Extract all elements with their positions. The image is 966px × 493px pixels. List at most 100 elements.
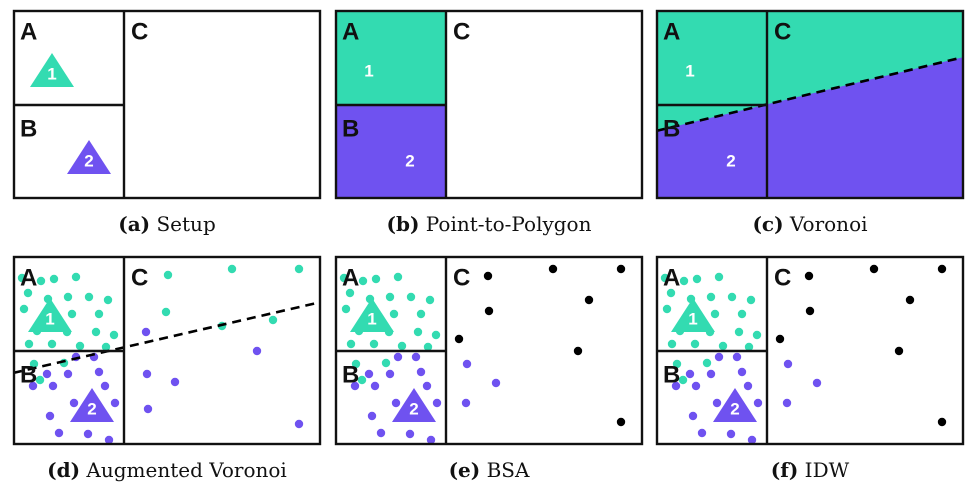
sample-point-purple (405, 429, 415, 439)
sample-point-black (775, 334, 785, 344)
sample-point-teal (161, 307, 171, 317)
region-c-label: C (774, 18, 791, 45)
point-1-triangle (28, 298, 72, 332)
sample-point-black (894, 346, 904, 356)
sample-point-purple (104, 435, 114, 445)
region-b-label: B (20, 115, 37, 142)
sample-point-purple (142, 369, 152, 379)
panel-border (334, 9, 644, 200)
region-a-label: A (20, 264, 37, 291)
sample-point-teal (35, 375, 45, 385)
voronoi-boundary (656, 55, 964, 133)
region-b-label: B (342, 361, 359, 388)
sample-point-purple (416, 367, 426, 377)
sample-point-teal (23, 288, 33, 298)
voronoi-boundary (13, 300, 321, 375)
sample-point-purple (28, 381, 38, 391)
sample-point-black (548, 264, 558, 274)
panel-content: 1 2 A B C (656, 10, 964, 199)
sample-point-purple (54, 428, 64, 438)
sample-point-teal (227, 264, 237, 274)
sample-point-teal (47, 339, 57, 349)
sample-point-black (805, 306, 815, 316)
sample-point-teal (63, 292, 73, 302)
point-1-label: 1 (364, 61, 373, 80)
sample-point-teal (385, 292, 395, 302)
point-1-label: 1 (45, 309, 54, 328)
sample-point-purple (69, 398, 79, 408)
sample-point-black (584, 295, 594, 305)
caption-letter: (c) (752, 212, 783, 236)
sample-point-teal (294, 264, 304, 274)
panel-content: 1 2 A B C (656, 256, 964, 445)
sample-point-purple (726, 429, 736, 439)
sample-point-teal (425, 295, 435, 305)
point-2-triangle (67, 140, 111, 174)
point-2-label: 2 (730, 399, 739, 418)
sample-point-purple (782, 398, 792, 408)
sample-point-teal (163, 270, 173, 280)
sample-point-teal (345, 288, 355, 298)
sample-point-teal (744, 342, 754, 352)
caption-letter: (e) (449, 458, 481, 482)
sample-point-purple (252, 346, 262, 356)
point-1-label: 1 (688, 309, 697, 328)
panel-d: 1 2 A B C (12, 255, 322, 446)
point-2-triangle (392, 388, 436, 422)
point-1-triangle (30, 53, 74, 87)
sample-point-purple (48, 381, 58, 391)
sample-point-teal (679, 276, 689, 286)
point-2-label: 2 (87, 399, 96, 418)
sample-point-teal (397, 341, 407, 351)
sample-point-purple (743, 381, 753, 391)
sample-point-teal (727, 292, 737, 302)
region-a-label: A (342, 264, 359, 291)
panel-caption: (a) Setup (118, 212, 216, 236)
sample-point-teal (381, 358, 391, 368)
sample-point-purple (45, 411, 55, 421)
sample-point-purple (422, 381, 432, 391)
sample-point-purple (697, 428, 707, 438)
sample-point-teal (690, 339, 700, 349)
panel-border (334, 255, 644, 446)
sample-point-teal (357, 375, 367, 385)
voronoi-cell-2 (656, 57, 964, 199)
sample-point-purple (753, 398, 763, 408)
sample-point-teal (358, 276, 368, 286)
sample-point-teal (101, 342, 111, 352)
sample-point-teal (667, 339, 677, 349)
sample-point-teal (734, 327, 744, 337)
sample-point-purple (714, 352, 724, 362)
sample-point-black (905, 295, 915, 305)
sample-point-teal (393, 272, 403, 282)
sample-point-black (937, 264, 947, 274)
panel-content: 1 2 A B C (335, 10, 643, 199)
sample-point-teal (24, 339, 34, 349)
sample-point-teal (752, 330, 762, 340)
sample-point-purple (783, 359, 793, 369)
panel-content: 1 2 A B C (335, 256, 643, 445)
panel-caption: (e) BSA (449, 458, 530, 482)
sample-point-teal (431, 330, 441, 340)
sample-point-purple (143, 404, 153, 414)
point-2-triangle (70, 388, 114, 422)
sample-point-teal (109, 330, 119, 340)
caption-title: Point-to-Polygon (419, 212, 591, 236)
sample-point-teal (29, 359, 39, 369)
sample-point-teal (406, 292, 416, 302)
sample-point-teal (351, 359, 361, 369)
sample-point-teal (49, 274, 59, 284)
region-b-label: B (663, 361, 680, 388)
sample-point-purple (491, 378, 501, 388)
sample-point-teal (75, 341, 85, 351)
sample-point-teal (416, 309, 426, 319)
caption-title: IDW (798, 458, 849, 482)
sample-point-purple (63, 369, 73, 379)
region-c-label: C (453, 264, 470, 291)
sample-point-teal (94, 309, 104, 319)
caption-letter: (f) (771, 458, 799, 482)
panel-border (655, 9, 965, 200)
sample-point-purple (706, 369, 716, 379)
sample-point-black (616, 417, 626, 427)
